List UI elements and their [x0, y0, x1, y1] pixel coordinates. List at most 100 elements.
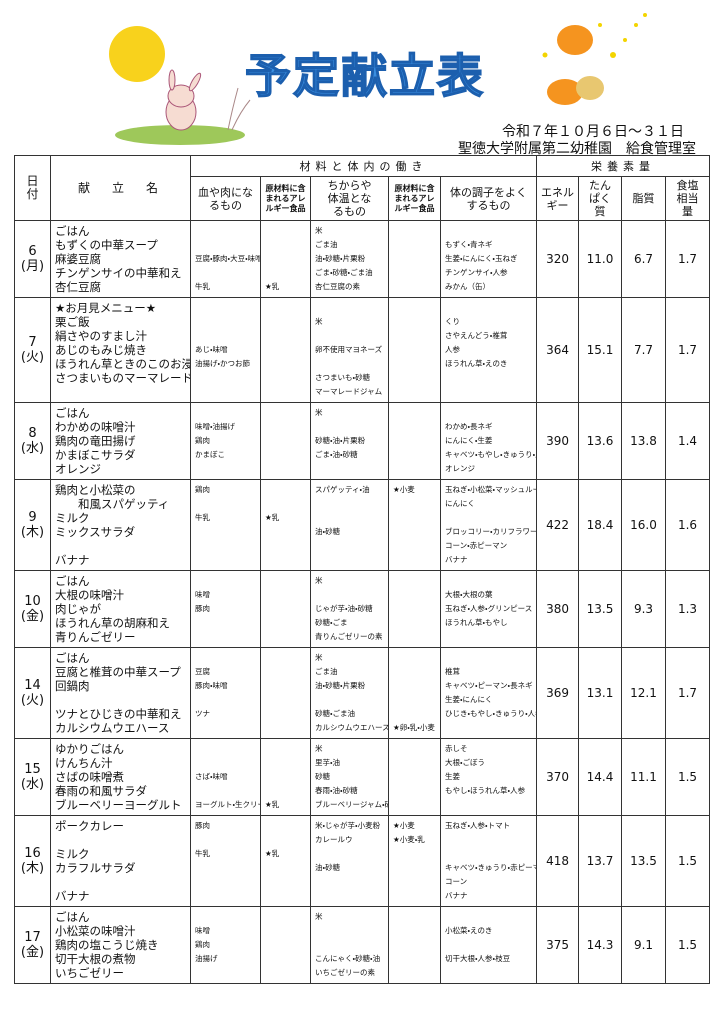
blank-line	[445, 574, 536, 588]
day: 17	[24, 930, 41, 945]
cell-line: コーン・赤ピーマン	[445, 541, 508, 550]
sub-header-text: たんぱく質	[589, 179, 612, 218]
regulate-cell: 小松菜・えのき切干大根・人参・枝豆	[439, 906, 538, 984]
cell-line: みかん（缶）	[445, 282, 490, 291]
blank-line	[445, 910, 536, 924]
menu-row: 7 (火) ★お月見メニュー★ 栗ご飯 絹さやのすまし汁 あじのもみじ焼き ほうれん草ときの…	[14, 297, 711, 403]
cell-line: ★小麦	[393, 485, 415, 494]
cell-line: 味噌・油揚げ	[195, 422, 236, 431]
blank-line	[195, 742, 260, 756]
blank-line	[315, 497, 388, 511]
cell-line: ごはん	[55, 651, 90, 665]
weekday: (火)	[20, 350, 45, 365]
nutrient-value: 380	[536, 570, 580, 648]
cell-line: 春雨・油・砂糖	[315, 786, 358, 795]
nutrient-value: 16.0	[621, 479, 667, 571]
cell-line: 卵不使用マヨネーズ	[315, 345, 383, 354]
blank-line	[445, 301, 536, 315]
sub-header: 原材料に含まれるアレルギー食品	[388, 176, 441, 221]
blank-line	[445, 847, 536, 861]
nutrient-value: 13.1	[578, 647, 623, 739]
allergy-protein-cell	[260, 402, 311, 480]
cell-line: ツナ	[195, 709, 210, 718]
nutrient-value: 14.3	[578, 906, 623, 984]
cell-line: 砂糖	[315, 772, 330, 781]
cell-line: ★小麦・乳	[393, 835, 425, 844]
cell-line: キャベツ・ピーマン・長ネギ	[445, 681, 533, 690]
nutrient-value: 15.1	[578, 297, 623, 403]
cell-line: 豆腐・豚肉・大豆・味噌	[195, 254, 260, 263]
weekday: (木)	[20, 861, 45, 876]
blank-line	[265, 497, 310, 511]
blank-line	[393, 679, 440, 693]
cell-line: カラフルサラダ	[55, 861, 136, 875]
cell-line: 杏仁豆腐の素	[315, 282, 360, 291]
nutrient-value: 1.7	[665, 297, 711, 403]
nutrient-value: 13.5	[578, 570, 623, 648]
sub-header: 脂質	[621, 176, 667, 221]
nutrient-value: 422	[536, 479, 580, 571]
cell-line: 油・砂糖・片栗粉	[315, 681, 366, 690]
cell-line: ★乳	[265, 800, 280, 809]
cell-line: 生姜・にんにく・玉ねぎ	[445, 254, 518, 263]
cell-line: オレンジ	[55, 462, 101, 476]
blank-line	[265, 784, 310, 798]
day: 16	[24, 846, 41, 861]
day: 9	[28, 510, 37, 525]
cell-line: 米	[315, 653, 323, 662]
cell-line: ★小麦	[393, 821, 415, 830]
regulate-cell: 赤しそ 大根・ごぼう 生姜 もやし・ほうれん草・人参	[439, 738, 538, 816]
menu-row: 15 (水) ゆかりごはん けんちん汁 さばの味噌煮 春雨の和風サラダ ブルーベリーヨーグル…	[14, 738, 711, 816]
cell-line: 切干大根・人参・枝豆	[445, 954, 511, 963]
protein-cell: 味噌・油揚げ 鶏肉 かまぼこ	[190, 402, 261, 480]
cell-line: ごはん	[55, 224, 90, 238]
nutrient-value: 375	[536, 906, 580, 984]
allergy-energy-cell: ★小麦 ★小麦・乳	[388, 815, 441, 907]
allergy-energy-cell	[388, 220, 441, 298]
day: 14	[24, 678, 41, 693]
rabbit-head	[167, 84, 195, 108]
cell-line: 小松菜・えのき	[445, 926, 493, 935]
moon	[109, 26, 165, 82]
cell-line: バナナ	[55, 553, 90, 567]
nutrient-value: 369	[536, 647, 580, 739]
nutrient-value: 1.5	[665, 906, 711, 984]
menu-row: 16 (木) ポークカレー ミルク カラフルサラダ バナナ 豚肉 牛乳 ★乳 米・じゃが芋・小麦粉…	[14, 815, 711, 907]
nutrient-value: 390	[536, 402, 580, 480]
nutrient-value: 320	[536, 220, 580, 298]
cell-line: 肉じゃが	[55, 602, 101, 616]
blank-line	[265, 252, 310, 266]
sub-header-text: 脂質	[632, 192, 655, 205]
cell-line: 豆腐と椎茸の中華スープ	[55, 665, 181, 679]
cell-line: かまぼこサラダ	[55, 448, 136, 462]
nutrient-value: 13.7	[578, 815, 623, 907]
cell-line: ゆかりごはん	[55, 742, 124, 756]
cell-line: 米	[315, 317, 323, 326]
energy-cell: 米ごま油 油・砂糖・片栗粉 砂糖・ごま油 カルシウムウエハース	[310, 647, 389, 739]
allergy-protein-cell: ★乳	[260, 738, 311, 816]
protein-cell: 鶏肉 牛乳	[190, 479, 261, 571]
cell-line: かまぼこ	[195, 450, 225, 459]
menu-table: 日付 献 立 名 材料と体内の働き 栄養素量 血や肉になるもの 原材料に含まれるア…	[14, 155, 711, 984]
regulate-cell: 椎茸 キャベツ・ピーマン・長ネギ 生姜・にんにく ひじき・もやし・きゅうり・人参	[439, 647, 538, 739]
sub-header-text: 体の調子をよくするもの	[450, 185, 527, 212]
day: 8	[28, 426, 37, 441]
cell-line: ★乳	[265, 849, 280, 858]
blank-line	[265, 742, 310, 756]
blank-line	[445, 938, 536, 952]
nutrient-value: 418	[536, 815, 580, 907]
blank-line	[55, 833, 190, 847]
protein-cell: 豆腐・豚肉・大豆・味噌 牛乳	[190, 220, 261, 298]
cell-line: 鶏肉と小松菜の	[55, 483, 136, 497]
hill	[115, 125, 245, 145]
cell-line: ごはん	[55, 406, 90, 420]
period: 令和７年１０月６日〜３１日	[502, 124, 684, 140]
cell-line: 鶏肉の塩こうじ焼き	[55, 938, 159, 952]
nutrient-value: 13.5	[621, 815, 667, 907]
energy-cell: 米砂糖・油・片栗粉 ごま・油・砂糖	[310, 402, 389, 480]
blank-line	[265, 266, 310, 280]
cell-line: 麻婆豆腐	[55, 252, 101, 266]
